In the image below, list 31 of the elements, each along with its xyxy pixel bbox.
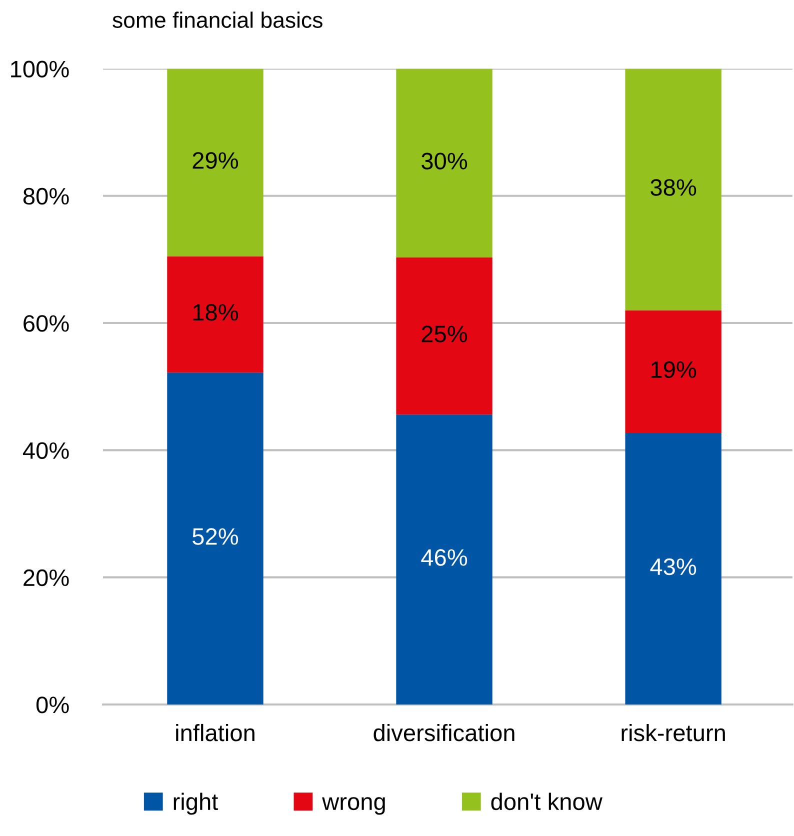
bar: [167, 256, 264, 373]
y-tick-label: 20%: [24, 569, 69, 586]
legend-label: don't know: [491, 792, 602, 810]
y-tick-label: 60%: [24, 315, 69, 332]
y-tick-label: 100%: [11, 60, 69, 78]
bar: [625, 433, 722, 704]
data-label: 29%: [192, 152, 238, 169]
bar: [396, 414, 492, 704]
bar: [396, 258, 492, 415]
data-label: 46%: [421, 549, 468, 566]
bar: [396, 68, 492, 258]
data-label: 38%: [650, 179, 696, 196]
x-tick-label: inflation: [176, 724, 254, 742]
y-tick-label: 80%: [23, 188, 69, 205]
bar: [167, 68, 264, 256]
x-tick-label: risk-return: [622, 724, 725, 742]
bar: [167, 372, 264, 704]
legend-label: wrong: [322, 797, 385, 815]
x-tick-label: diversification: [374, 724, 514, 742]
data-label: 19%: [651, 361, 696, 378]
data-label: 25%: [422, 326, 468, 342]
chart-title: some financial basics: [112, 12, 322, 28]
data-label: 30%: [422, 152, 468, 170]
bar: [625, 68, 722, 310]
y-tick-label: 0%: [36, 696, 69, 714]
data-label: 18%: [193, 304, 238, 321]
data-label: 52%: [192, 528, 238, 545]
legend-label: right: [174, 792, 218, 815]
bar: [625, 310, 722, 434]
y-tick-label: 40%: [22, 442, 69, 459]
data-label: 43%: [650, 558, 696, 576]
